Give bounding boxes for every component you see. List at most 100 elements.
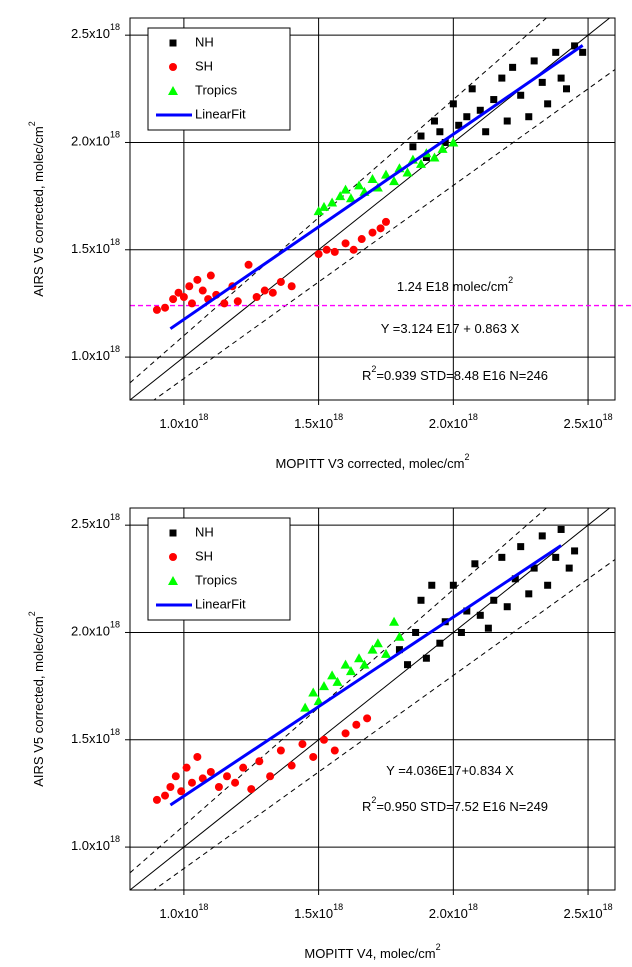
text-segment: 1.0x10 bbox=[71, 839, 110, 854]
text-segment: 2.0x10 bbox=[71, 624, 110, 639]
point bbox=[449, 100, 457, 108]
y-tick-label: 1.5x1018 bbox=[71, 237, 120, 256]
point bbox=[463, 607, 471, 615]
point bbox=[471, 560, 479, 568]
point bbox=[367, 173, 378, 183]
point bbox=[380, 648, 391, 658]
point bbox=[557, 525, 565, 533]
point bbox=[185, 282, 194, 291]
text-segment: AIRS V5 corrected, molec/cm bbox=[31, 126, 46, 297]
point bbox=[340, 184, 351, 194]
point bbox=[409, 143, 417, 151]
point bbox=[389, 616, 400, 626]
y-axis-title: AIRS V5 corrected, molec/cm2 bbox=[27, 121, 46, 297]
point bbox=[193, 275, 202, 284]
text-segment: 18 bbox=[198, 902, 208, 912]
point bbox=[252, 292, 261, 301]
x-tick-label: 1.0x1018 bbox=[159, 902, 208, 921]
point bbox=[313, 206, 324, 216]
point bbox=[441, 138, 449, 146]
plot-area bbox=[130, 508, 615, 890]
text-segment: 18 bbox=[110, 513, 120, 523]
text-segment: MOPITT V4, molec/cm bbox=[304, 946, 435, 961]
x-tick-label: 2.0x1018 bbox=[429, 902, 478, 921]
y-tick-label: 2.5x1018 bbox=[71, 513, 120, 532]
x-tick-label: 2.0x1018 bbox=[429, 412, 478, 431]
point bbox=[239, 763, 248, 772]
text-segment: 18 bbox=[468, 412, 478, 422]
point bbox=[552, 48, 560, 56]
point bbox=[313, 696, 324, 706]
legend-label: LinearFit bbox=[195, 106, 246, 121]
point bbox=[198, 774, 207, 783]
text-segment: 2.5x10 bbox=[564, 416, 603, 431]
x-tick-label: 2.5x1018 bbox=[564, 412, 613, 431]
point bbox=[352, 720, 361, 729]
x-tick-label: 2.5x1018 bbox=[564, 902, 613, 921]
x-axis-title: MOPITT V3 corrected, molec/cm2 bbox=[275, 452, 469, 471]
point bbox=[182, 763, 191, 772]
text-segment: 1.5x10 bbox=[294, 906, 333, 921]
text-segment: 2.0x10 bbox=[71, 134, 110, 149]
point bbox=[511, 575, 519, 583]
point bbox=[394, 631, 405, 641]
point bbox=[161, 303, 170, 312]
point bbox=[244, 260, 253, 269]
text-segment: 2.0x10 bbox=[429, 416, 468, 431]
point bbox=[517, 91, 525, 99]
point bbox=[484, 624, 492, 632]
annotation: 1.24 E18 molec/cm2 bbox=[397, 275, 513, 294]
point bbox=[565, 564, 573, 572]
point bbox=[223, 772, 231, 781]
point bbox=[402, 167, 413, 177]
text-segment: 2 bbox=[27, 121, 37, 126]
point bbox=[417, 132, 425, 140]
legend-label: LinearFit bbox=[195, 596, 246, 611]
text-segment: 1.0x10 bbox=[159, 416, 198, 431]
text-segment: 2 bbox=[27, 611, 37, 616]
text-segment: =0.950 STD=7.52 E16 N=249 bbox=[376, 799, 548, 814]
point bbox=[422, 654, 430, 662]
point bbox=[436, 128, 444, 136]
point bbox=[404, 661, 412, 669]
point bbox=[233, 297, 242, 306]
point bbox=[319, 201, 329, 211]
legend-marker bbox=[169, 63, 177, 71]
panel: 1.0x1018 1.5x1018 2.0x1018 2.5x10181.0x1018… bbox=[27, 17, 632, 471]
text-segment: 2 bbox=[371, 795, 376, 805]
point bbox=[530, 564, 538, 572]
point bbox=[363, 714, 372, 723]
point bbox=[422, 153, 430, 161]
point bbox=[161, 791, 170, 800]
point bbox=[341, 729, 350, 738]
point bbox=[476, 611, 484, 619]
point bbox=[367, 644, 378, 654]
point bbox=[381, 217, 390, 226]
text-segment: 18 bbox=[468, 902, 478, 912]
text-segment: 18 bbox=[110, 237, 120, 247]
text-segment: 1.5x10 bbox=[71, 731, 110, 746]
text-segment: 1.24 E18 molec/cm bbox=[397, 279, 508, 294]
text-segment: 18 bbox=[110, 130, 120, 140]
point bbox=[266, 772, 275, 781]
point bbox=[368, 228, 377, 237]
point bbox=[320, 735, 328, 744]
point bbox=[538, 532, 546, 540]
panel: 1.0x1018 1.5x1018 2.0x1018 2.5x10181.0x1018… bbox=[27, 507, 616, 961]
text-segment: Y =3.124 E17 + 0.863 X bbox=[381, 321, 520, 336]
x-tick-label: 1.5x1018 bbox=[294, 412, 343, 431]
point bbox=[298, 740, 307, 749]
point bbox=[179, 292, 188, 301]
point bbox=[525, 113, 533, 121]
fit-line bbox=[169, 544, 562, 807]
legend-label: SH bbox=[195, 58, 213, 73]
point bbox=[457, 628, 465, 636]
point bbox=[255, 757, 264, 766]
point bbox=[359, 659, 370, 669]
y-tick-label: 1.5x1018 bbox=[71, 727, 120, 746]
text-segment: 18 bbox=[333, 902, 343, 912]
point bbox=[372, 638, 383, 648]
point bbox=[177, 787, 186, 796]
point bbox=[437, 143, 448, 153]
